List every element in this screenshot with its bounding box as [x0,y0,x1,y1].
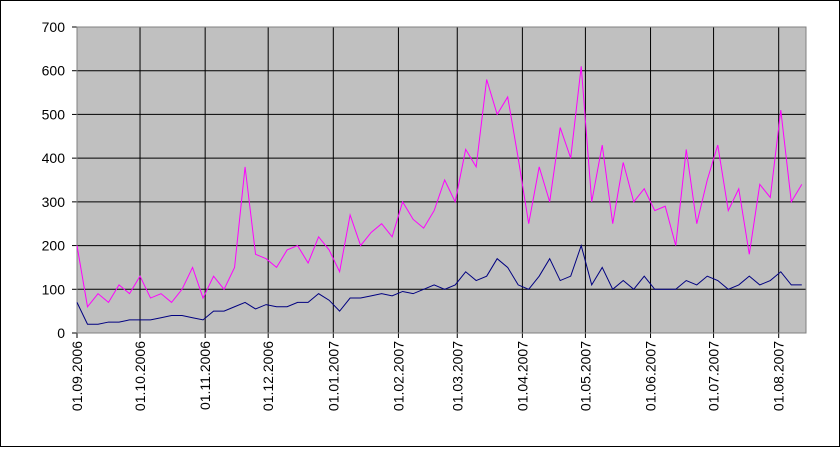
y-tick-label: 500 [42,106,66,122]
series-line [76,243,802,325]
x-tick-label: 01.03.2007 [449,341,465,411]
series-line [76,66,803,308]
plot-background [77,27,806,333]
y-tick-label: 600 [42,63,66,79]
y-tick-label: 200 [42,238,66,254]
x-tick-label: 01.06.2007 [643,341,659,411]
y-tick-label: 300 [42,194,66,210]
y-tick-label: 700 [42,19,66,35]
x-tick-label: 01.08.2007 [771,341,787,411]
plot-border [76,26,807,334]
x-tick-label: 01.12.2006 [260,341,276,411]
y-tick-label: 400 [42,150,66,166]
x-tick-label: 01.05.2007 [577,341,593,411]
x-tick-label: 01.01.2007 [325,341,341,411]
x-tick-label: 01.09.2006 [69,341,85,411]
y-tick-label: 0 [57,325,65,341]
y-tick-label: 100 [42,281,66,297]
x-tick-label: 01.04.2007 [514,341,530,411]
x-tick-label: 01.10.2006 [132,341,148,411]
x-tick-label: 01.11.2006 [197,341,213,410]
x-tick-label: 01.02.2007 [390,341,406,411]
x-tick-label: 01.07.2007 [706,341,722,411]
